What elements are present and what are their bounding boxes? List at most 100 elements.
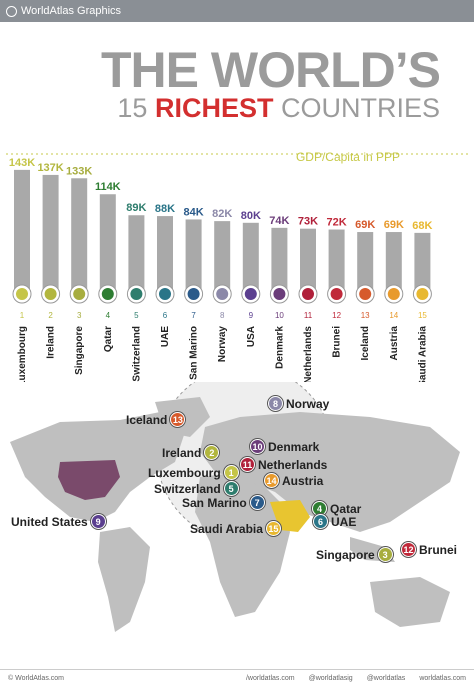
map-canvas: [0, 382, 474, 669]
callout-iceland: Iceland 13: [126, 412, 186, 427]
category-label: Switzerland: [131, 326, 142, 382]
callout-label: Brunei: [419, 542, 458, 557]
bar-austria: [385, 232, 402, 290]
footer-link-twitter[interactable]: @worldatlas: [366, 675, 406, 682]
callout-label: Iceland: [126, 412, 168, 427]
callout-label: Norway: [286, 396, 330, 411]
callout-label: Denmark: [268, 439, 320, 454]
value-label: 82K: [212, 208, 232, 220]
bar-denmark: [271, 227, 288, 290]
flag-fill: [273, 288, 286, 300]
flag-fill: [359, 288, 372, 300]
footer-link-website[interactable]: worldatlas.com: [419, 675, 466, 682]
flag-fill: [130, 288, 143, 300]
callout-label: Ireland: [162, 445, 202, 460]
united-states-shape: [58, 460, 120, 500]
category-label: Saudi Arabia: [417, 326, 428, 385]
rank-badge: 9: [90, 514, 106, 529]
top-bar: WorldAtlas Graphics: [0, 0, 474, 22]
footer-links: /worldatlas.com @worldatlasig @worldatla…: [246, 675, 466, 682]
rank-badge: 12: [401, 542, 416, 557]
rank-badge: 5: [223, 481, 239, 496]
category-label: Ireland: [46, 326, 57, 359]
bar-qatar: [99, 194, 116, 290]
bar-iceland: [357, 232, 374, 290]
rank-label: 12: [332, 311, 341, 320]
flag-fill: [244, 288, 257, 300]
category-label: Denmark: [274, 326, 285, 369]
callout-luxembourg: Luxembourg 1: [148, 465, 239, 480]
callout-norway: 8 Norway: [268, 396, 329, 411]
value-label: 73K: [298, 216, 318, 228]
flag-fill: [73, 288, 86, 300]
bar-norway: [214, 221, 231, 290]
callout-label: Singapore: [316, 547, 375, 562]
rank-badge: 8: [268, 396, 283, 411]
callout-label: Austria: [282, 473, 324, 488]
value-label: 133K: [66, 165, 92, 177]
value-label: 69K: [355, 219, 375, 231]
footer-link-facebook[interactable]: /worldatlas.com: [245, 675, 295, 682]
callout-label: Qatar: [330, 501, 362, 516]
bar-san-marino: [185, 219, 202, 290]
callout-label: Saudi Arabia: [190, 521, 263, 536]
rank-label: 14: [389, 311, 398, 320]
footer-link-instagram[interactable]: @worldatlasig: [308, 675, 353, 682]
rank-badge: 15: [265, 521, 281, 536]
callout-united-states: United States 9: [11, 514, 106, 529]
value-label: 88K: [155, 203, 175, 215]
gdp-bar-chart: 143K 1 Luxembourg 137K 2 Ireland 133K 3 Singapor…: [6, 153, 468, 385]
callout-uae: 6 UAE: [313, 514, 356, 529]
flag-fill: [101, 288, 114, 300]
value-label: 137K: [37, 162, 63, 174]
rank-badge: 6: [313, 514, 328, 529]
bar-luxembourg: [14, 169, 30, 290]
subtitle-number: 15: [117, 93, 148, 123]
value-label: 84K: [184, 206, 204, 218]
bar-netherlands: [300, 228, 316, 290]
flag-fill: [302, 288, 314, 300]
category-label: Luxembourg: [17, 326, 28, 385]
bar-saudi-arabia: [414, 232, 431, 290]
rank-label: 11: [304, 311, 313, 320]
flag-fill: [387, 288, 400, 300]
flag-fill: [330, 288, 343, 300]
callout-label: Netherlands: [258, 457, 328, 472]
rank-label: 7: [191, 311, 196, 320]
bar-usa: [242, 222, 259, 290]
callout-austria: 14 Austria: [264, 473, 323, 488]
rank-label: 9: [249, 311, 254, 320]
callout-brunei: 12 Brunei: [401, 542, 457, 557]
callout-saudi-arabia: Saudi Arabia 15: [190, 521, 281, 536]
category-label: USA: [246, 326, 257, 347]
rank-label: 10: [275, 311, 284, 320]
rank-badge: 14: [264, 473, 279, 488]
callout-singapore: Singapore 3: [316, 547, 393, 562]
bar-brunei: [328, 229, 345, 290]
rank-label: 6: [163, 311, 168, 320]
footer: © WorldAtlas.com /worldatlas.com @worlda…: [0, 669, 474, 687]
category-label: Qatar: [103, 326, 114, 352]
bar-uae: [157, 216, 173, 290]
rank-label: 15: [418, 311, 427, 320]
flag-fill: [44, 288, 57, 300]
rank-label: 1: [20, 311, 25, 320]
world-map: 8 Norway Iceland 13 Ireland 2 10 Denmark 11 Nethe…: [0, 382, 474, 669]
rank-label: 5: [134, 311, 139, 320]
value-label: 74K: [269, 215, 289, 227]
rank-badge: 7: [249, 495, 265, 510]
rank-label: 4: [106, 311, 111, 320]
callout-denmark: 10 Denmark: [250, 439, 319, 454]
value-label: 80K: [241, 210, 261, 222]
rank-badge: 1: [223, 465, 239, 480]
south-america-shape: [98, 527, 150, 632]
page-subtitle: 15 RICHEST COUNTRIES: [117, 95, 440, 122]
category-label: Singapore: [74, 326, 85, 375]
australia-shape: [370, 577, 450, 627]
page-title: THE WORLD’S: [101, 42, 441, 98]
rank-label: 8: [220, 311, 225, 320]
flag-fill: [216, 288, 229, 300]
value-label: 143K: [9, 157, 35, 169]
brand-label: WorldAtlas Graphics: [21, 5, 122, 17]
callout-netherlands: 11 Netherlands: [240, 457, 327, 472]
